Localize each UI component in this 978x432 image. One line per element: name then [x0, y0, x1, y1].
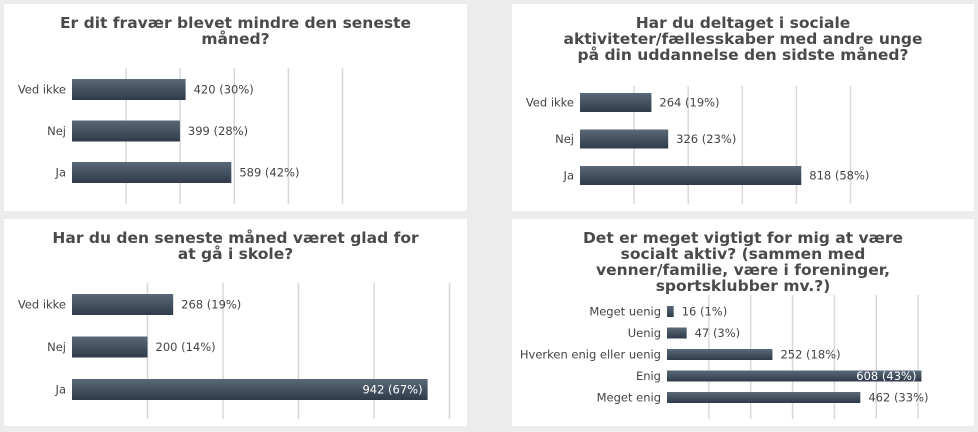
- category-label: Ved ikke: [526, 96, 574, 110]
- chart-panel-absence: Er dit fravær blevet mindre den seneste …: [4, 4, 467, 211]
- data-label: 326 (23%): [676, 132, 736, 146]
- bar: [72, 336, 148, 358]
- data-label: 420 (30%): [194, 83, 254, 97]
- category-label: Enig: [636, 369, 661, 383]
- bar-chart: Ved ikke 420 (30%) Nej 399 (28%) Ja 589 (42%): [18, 68, 344, 204]
- category-label: Meget enig: [597, 391, 661, 405]
- category-label: Nej: [555, 132, 574, 146]
- bar: [72, 379, 428, 400]
- chart-panel-school-happiness: Har du den seneste måned været glad for …: [4, 219, 467, 426]
- chart-title: Er dit fravær blevet mindre den seneste …: [59, 14, 412, 48]
- bar: [72, 79, 186, 100]
- data-label: 399 (28%): [188, 124, 248, 138]
- category-label: Nej: [47, 340, 66, 354]
- category-label: Nej: [47, 124, 66, 138]
- category-label: Ja: [55, 383, 66, 397]
- data-label: 818 (58%): [809, 169, 869, 183]
- bar: [667, 349, 773, 360]
- bar: [667, 306, 674, 317]
- data-label: 252 (18%): [780, 348, 840, 362]
- chart-panel-social-activities: Har du deltaget i sociale aktiviteter/fæ…: [512, 4, 974, 211]
- category-label: Uenig: [628, 326, 661, 340]
- bar: [580, 166, 802, 185]
- bar: [72, 162, 232, 183]
- category-label: Ved ikke: [18, 298, 66, 312]
- bar-chart: Meget uenig 16 (1%) Uenig 47 (3%) Hverken en…: [520, 295, 928, 419]
- data-label: 200 (14%): [156, 340, 216, 354]
- chart-title: Har du den seneste måned været glad for …: [52, 229, 419, 263]
- bar: [580, 129, 669, 149]
- chart-title: Har du deltaget i sociale aktiviteter/fæ…: [563, 14, 923, 64]
- chart-panel-social-importance: Det er meget vigtigt for mig at være soc…: [512, 219, 974, 426]
- chart-title: Det er meget vigtigt for mig at være soc…: [582, 229, 904, 295]
- category-label: Ja: [563, 169, 574, 183]
- bar: [667, 370, 922, 382]
- bar-chart: Ved ikke 264 (19%) Nej 326 (23%) Ja 818 (58%): [526, 86, 869, 204]
- data-label: 462 (33%): [868, 391, 928, 405]
- data-label: 608 (43%): [856, 369, 916, 383]
- data-label: 268 (19%): [181, 298, 241, 312]
- category-label: Ja: [55, 166, 66, 180]
- bar: [667, 392, 861, 403]
- bar-chart: Ved ikke 268 (19%) Nej 200 (14%) Ja 942 (67%): [18, 283, 451, 419]
- data-label: 264 (19%): [659, 96, 719, 110]
- data-label: 16 (1%): [682, 305, 728, 319]
- data-label: 589 (42%): [239, 166, 299, 180]
- bar: [580, 93, 652, 112]
- bar: [72, 294, 174, 315]
- category-label: Hverken enig eller uenig: [520, 348, 661, 362]
- data-label: 942 (67%): [362, 383, 422, 397]
- bar: [72, 120, 180, 142]
- category-label: Ved ikke: [18, 83, 66, 97]
- data-label: 47 (3%): [695, 326, 741, 340]
- bar: [667, 327, 687, 339]
- category-label: Meget uenig: [589, 305, 661, 319]
